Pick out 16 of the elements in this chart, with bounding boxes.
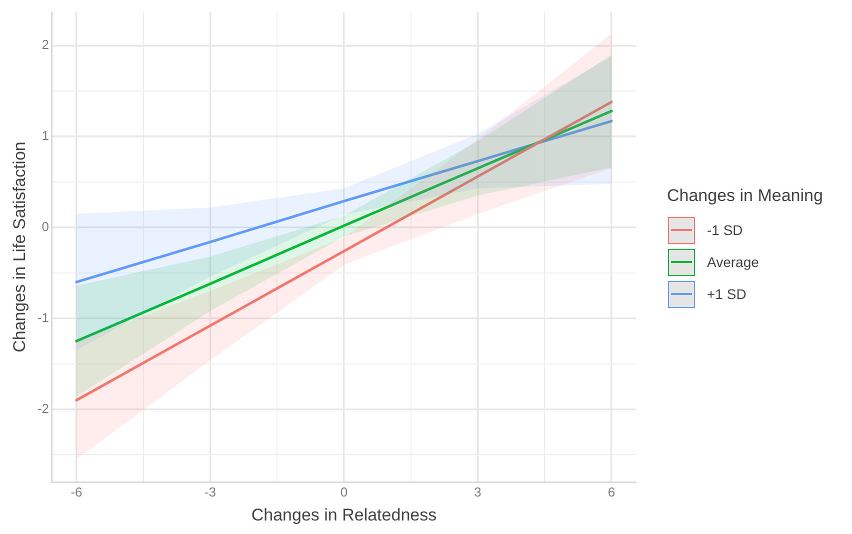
x-tick-label: 3	[474, 484, 482, 500]
y-tick-label: 0	[42, 219, 49, 234]
y-tick-label: 2	[42, 37, 49, 52]
x-tick-label: 6	[608, 484, 616, 500]
legend-label: -1 SD	[707, 222, 743, 238]
y-tick-label: -1	[37, 310, 49, 325]
legend-label: Average	[707, 254, 759, 270]
x-tick-label: -6	[70, 484, 82, 500]
x-tick-label: -3	[204, 484, 216, 500]
y-tick-label: 1	[42, 128, 49, 144]
y-tick-label: -2	[37, 400, 49, 416]
legend-label: +1 SD	[707, 286, 746, 302]
x-axis-title: Changes in Relatedness	[251, 505, 437, 524]
legend-title: Changes in Meaning	[667, 186, 823, 206]
y-axis-title: Changes in Life Satisfaction	[10, 142, 29, 352]
x-tick-label: 0	[340, 484, 348, 500]
